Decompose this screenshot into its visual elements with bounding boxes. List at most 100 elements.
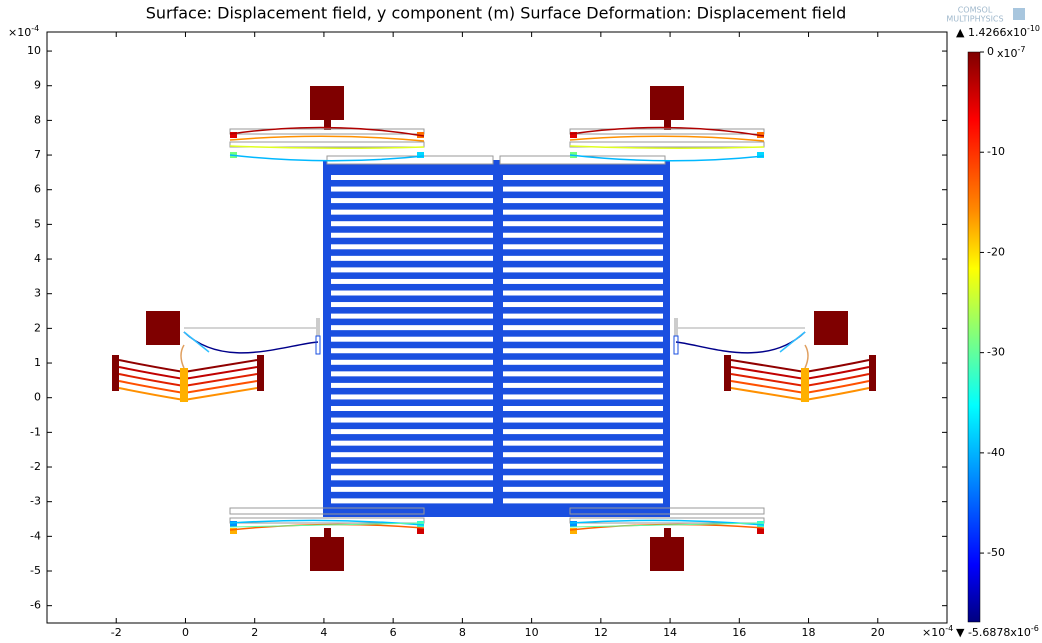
- comb-slot: [503, 487, 663, 492]
- comb-slot: [503, 302, 663, 307]
- comb-slot: [503, 291, 663, 296]
- comb-slot: [331, 314, 493, 319]
- comb-slot: [503, 221, 663, 226]
- logo-cube: [1013, 8, 1025, 20]
- anchor: [310, 86, 344, 120]
- x-tick-label: 2: [251, 626, 258, 639]
- comb-slot: [331, 383, 493, 388]
- x-tick-label: 16: [732, 626, 746, 639]
- comb-slot: [331, 198, 493, 203]
- comb-slot: [503, 267, 663, 272]
- side-anchor-bar: [724, 355, 731, 391]
- y-tick-label: 5: [34, 217, 41, 230]
- y-tick-label: -6: [30, 599, 41, 612]
- y-exponent: ×10-4: [8, 24, 39, 40]
- anchor-stem: [324, 528, 331, 538]
- comb-slot: [503, 348, 663, 353]
- anchor: [650, 86, 684, 120]
- x-tick-label: 20: [871, 626, 885, 639]
- y-tick-label: 4: [34, 252, 41, 265]
- comb-slot: [331, 210, 493, 215]
- side-shuttle: [180, 368, 188, 402]
- comb-slot: [503, 498, 663, 503]
- comb-slot: [331, 475, 493, 480]
- anchor: [310, 537, 344, 571]
- comb-slot: [503, 452, 663, 457]
- colorbar-max-text: ▲ 1.4266x10: [956, 26, 1027, 39]
- comb-slot: [331, 394, 493, 399]
- colorbar-min-power: -6: [1031, 624, 1039, 633]
- colorbar-exponent: x10-7: [997, 45, 1026, 61]
- colorbar-tick-label: -30: [987, 346, 1005, 359]
- comb-slot: [503, 210, 663, 215]
- comb-slot: [331, 233, 493, 238]
- x-tick-label: 10: [525, 626, 539, 639]
- comb-slot: [331, 187, 493, 192]
- comb-slot: [331, 279, 493, 284]
- side-anchor-bar: [112, 355, 119, 391]
- side-stop: [674, 318, 678, 336]
- comb-slot: [503, 233, 663, 238]
- colorbar-exponent-base: x10: [997, 47, 1018, 60]
- y-tick-label: 0: [34, 391, 41, 404]
- y-tick-label: 3: [34, 287, 41, 300]
- comb-slot: [331, 498, 493, 503]
- colorbar-min: ▼ -5.6878x10-6: [956, 624, 1039, 640]
- comb-slot: [331, 464, 493, 469]
- comb-slot: [331, 256, 493, 261]
- anchor-stem: [664, 528, 671, 538]
- colorbar-tick-label: -20: [987, 245, 1005, 258]
- side-anchor-bar: [257, 355, 264, 391]
- comb-slot: [331, 452, 493, 457]
- comb-slot: [331, 487, 493, 492]
- x-exponent-base: ×10: [922, 626, 945, 639]
- anchor: [650, 537, 684, 571]
- comb-slot: [503, 394, 663, 399]
- side-stop: [316, 318, 320, 336]
- x-tick-label: 14: [663, 626, 677, 639]
- comb-slot: [503, 256, 663, 261]
- comb-slot: [503, 175, 663, 180]
- y-tick-label: 7: [34, 148, 41, 161]
- y-tick-label: -1: [30, 425, 41, 438]
- y-tick-label: 8: [34, 113, 41, 126]
- comb-slot: [331, 267, 493, 272]
- comb-slot: [331, 337, 493, 342]
- spring-end: [417, 528, 424, 534]
- colorbar: [968, 52, 980, 622]
- comb-slot: [503, 429, 663, 434]
- y-tick-label: 9: [34, 79, 41, 92]
- anchor: [146, 311, 180, 345]
- y-tick-label: 6: [34, 183, 41, 196]
- comb-slot: [503, 371, 663, 376]
- x-tick-label: 0: [182, 626, 189, 639]
- colorbar-max: ▲ 1.4266x10-10: [956, 24, 1040, 40]
- y-tick-label: 10: [27, 44, 41, 57]
- comb-slot: [503, 441, 663, 446]
- x-tick-label: 18: [802, 626, 816, 639]
- comb-slot: [331, 175, 493, 180]
- colorbar-tick-label: -50: [987, 546, 1005, 559]
- logo-line-1: COMSOL: [958, 6, 993, 15]
- comb-slot: [503, 360, 663, 365]
- spring-end: [757, 528, 764, 534]
- comb-slot: [503, 464, 663, 469]
- y-tick-label: 2: [34, 321, 41, 334]
- comb-slot: [503, 187, 663, 192]
- colorbar-tick-label: -10: [987, 145, 1005, 158]
- colorbar-tick-label: -40: [987, 446, 1005, 459]
- colorbar-max-power: -10: [1027, 24, 1040, 33]
- x-exponent-power: -4: [945, 624, 953, 633]
- comb-slot: [331, 325, 493, 330]
- x-tick-label: -2: [111, 626, 122, 639]
- y-exponent-base: ×10: [8, 26, 31, 39]
- y-tick-label: 1: [34, 356, 41, 369]
- comb-slot: [331, 291, 493, 296]
- comb-slot: [503, 244, 663, 249]
- x-exponent: ×10-4: [922, 624, 953, 640]
- x-tick-label: 12: [594, 626, 608, 639]
- side-anchor-bar: [869, 355, 876, 391]
- y-exponent-power: -4: [31, 24, 39, 33]
- anchor: [814, 311, 848, 345]
- y-tick-label: -4: [30, 529, 41, 542]
